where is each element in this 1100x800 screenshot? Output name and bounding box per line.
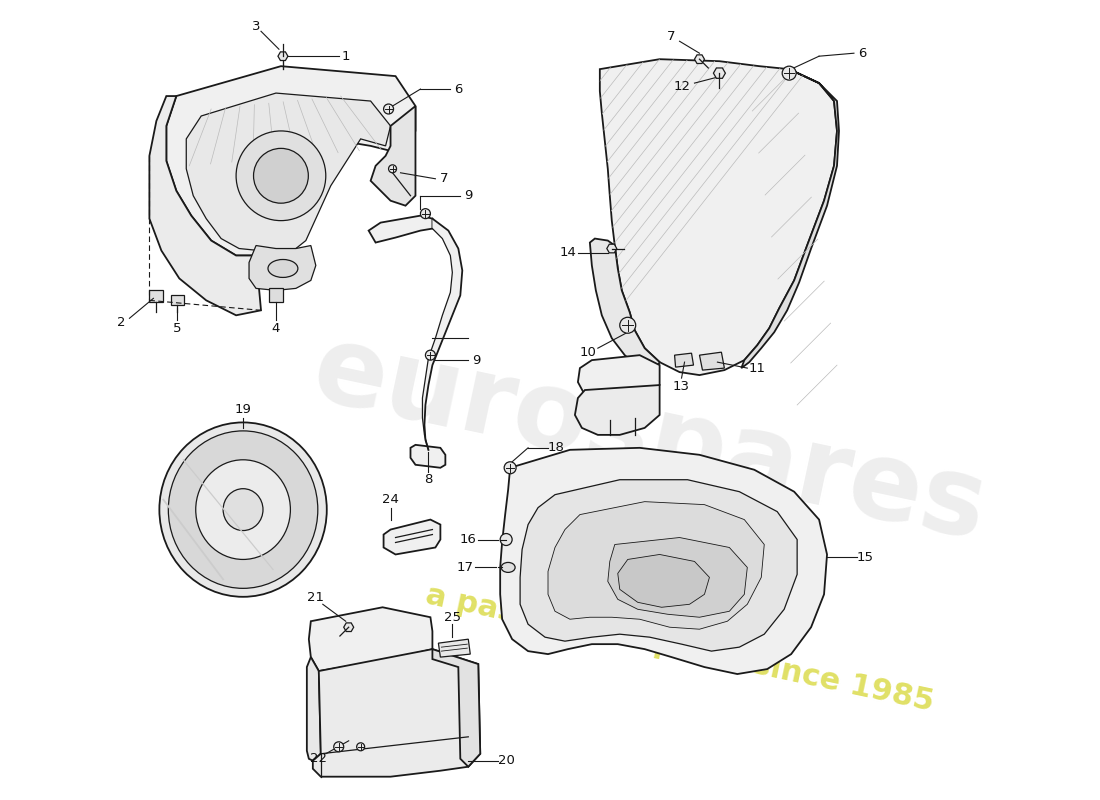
Text: 17: 17: [456, 561, 474, 574]
Circle shape: [504, 462, 516, 474]
Text: 13: 13: [673, 379, 690, 393]
Circle shape: [388, 165, 396, 173]
Circle shape: [356, 743, 364, 750]
Polygon shape: [575, 385, 660, 435]
Polygon shape: [312, 649, 481, 777]
Polygon shape: [548, 502, 764, 630]
Text: 7: 7: [668, 30, 675, 42]
Polygon shape: [741, 69, 839, 368]
Polygon shape: [172, 295, 185, 306]
Polygon shape: [368, 216, 432, 242]
Text: 2: 2: [118, 316, 125, 329]
Text: 7: 7: [440, 172, 449, 186]
Text: 19: 19: [234, 403, 252, 417]
Polygon shape: [618, 554, 710, 607]
Polygon shape: [270, 288, 283, 302]
Polygon shape: [432, 649, 481, 766]
Polygon shape: [590, 238, 660, 372]
Text: 3: 3: [252, 20, 261, 33]
Text: 25: 25: [443, 610, 461, 624]
Text: 14: 14: [560, 246, 576, 259]
Polygon shape: [607, 244, 617, 253]
Text: 6: 6: [454, 82, 462, 95]
Polygon shape: [410, 445, 446, 468]
Polygon shape: [439, 639, 471, 657]
Text: 16: 16: [460, 533, 476, 546]
Text: 8: 8: [425, 474, 432, 486]
Text: 11: 11: [749, 362, 766, 374]
Text: 15: 15: [857, 551, 873, 564]
Text: a passion for parts since 1985: a passion for parts since 1985: [422, 581, 936, 718]
Text: eurospares: eurospares: [304, 317, 996, 563]
Polygon shape: [307, 657, 321, 761]
Ellipse shape: [196, 460, 290, 559]
Circle shape: [420, 209, 430, 218]
Text: 5: 5: [173, 322, 182, 334]
Polygon shape: [150, 96, 261, 315]
Text: 9: 9: [472, 354, 481, 366]
Polygon shape: [422, 218, 462, 450]
Polygon shape: [608, 538, 747, 618]
Polygon shape: [371, 106, 416, 206]
Text: 24: 24: [382, 493, 399, 506]
Circle shape: [426, 350, 436, 360]
Circle shape: [384, 104, 394, 114]
Text: 20: 20: [497, 754, 515, 767]
Polygon shape: [186, 93, 390, 250]
Text: 21: 21: [307, 591, 324, 604]
Polygon shape: [694, 55, 704, 63]
Text: 9: 9: [464, 190, 473, 202]
Circle shape: [333, 742, 343, 752]
Polygon shape: [278, 52, 288, 61]
Circle shape: [782, 66, 796, 80]
Ellipse shape: [168, 431, 318, 588]
Polygon shape: [600, 59, 837, 375]
Polygon shape: [343, 623, 354, 631]
Polygon shape: [700, 352, 725, 370]
Text: 4: 4: [272, 322, 280, 334]
Ellipse shape: [160, 422, 327, 597]
Ellipse shape: [502, 562, 515, 572]
Ellipse shape: [223, 489, 263, 530]
Ellipse shape: [236, 131, 326, 221]
Polygon shape: [309, 607, 432, 671]
Polygon shape: [674, 353, 693, 367]
Text: 12: 12: [674, 79, 691, 93]
Text: 1: 1: [341, 50, 350, 62]
Polygon shape: [578, 355, 660, 400]
Text: 18: 18: [548, 442, 564, 454]
Text: 6: 6: [858, 46, 866, 60]
Polygon shape: [384, 519, 440, 554]
Polygon shape: [714, 68, 725, 78]
Polygon shape: [150, 290, 163, 302]
Polygon shape: [520, 480, 798, 651]
Ellipse shape: [253, 148, 308, 203]
Text: 10: 10: [580, 346, 596, 358]
Ellipse shape: [268, 259, 298, 278]
Polygon shape: [166, 66, 416, 255]
Circle shape: [619, 318, 636, 334]
Polygon shape: [500, 448, 827, 674]
Circle shape: [500, 534, 513, 546]
Polygon shape: [174, 514, 213, 538]
Polygon shape: [249, 246, 316, 290]
Text: 22: 22: [310, 752, 328, 766]
